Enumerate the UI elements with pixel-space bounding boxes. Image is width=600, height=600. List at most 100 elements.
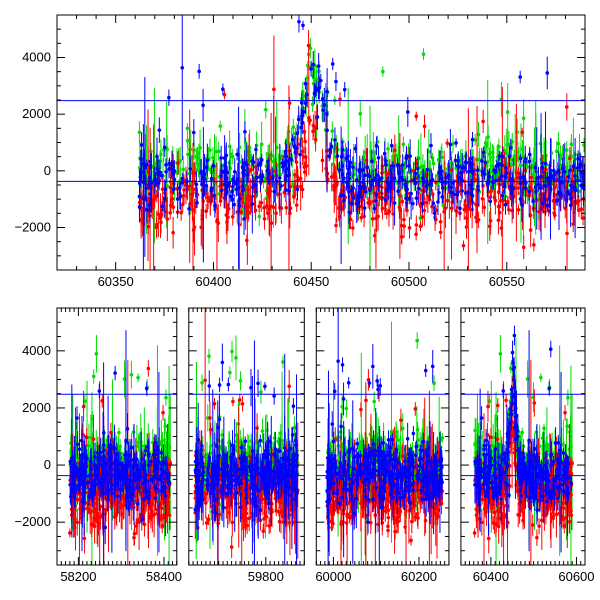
data-point (445, 141, 450, 145)
data-point (109, 483, 114, 487)
data-point (250, 202, 255, 206)
data-point (141, 517, 145, 521)
data-point (486, 178, 491, 183)
data-point (124, 438, 128, 443)
data-point (363, 173, 367, 178)
data-point (157, 128, 162, 132)
data-point (226, 206, 231, 211)
data-point (498, 199, 503, 203)
data-point (191, 227, 196, 232)
data-point (205, 195, 210, 200)
data-point (279, 184, 283, 188)
data-point (259, 200, 264, 205)
data-point (171, 171, 176, 175)
data-point (384, 162, 388, 167)
data-point (290, 137, 295, 142)
data-point (302, 109, 306, 114)
data-point (310, 102, 315, 107)
data-point (362, 206, 367, 210)
data-point (83, 399, 87, 403)
data-point (521, 174, 526, 179)
data-point (271, 205, 276, 210)
data-point (425, 167, 430, 172)
data-point (148, 505, 153, 509)
data-point (449, 168, 454, 172)
data-point (70, 459, 74, 463)
data-point (571, 201, 575, 205)
data-point (460, 189, 464, 193)
data-point (445, 198, 450, 203)
data-point (103, 525, 108, 530)
data-point (143, 165, 147, 170)
data-point (101, 469, 106, 474)
data-point (175, 197, 180, 201)
data-point (451, 181, 455, 185)
data-point (420, 176, 425, 180)
data-point (518, 181, 523, 186)
data-point (543, 161, 548, 166)
data-point (219, 156, 223, 160)
data-point (161, 484, 166, 489)
data-point (91, 374, 96, 379)
data-point (421, 52, 426, 56)
data-point (297, 19, 301, 24)
data-point (566, 174, 571, 179)
data-point (89, 467, 94, 471)
data-point (159, 500, 163, 505)
data-point (568, 168, 572, 173)
data-point (161, 461, 166, 465)
data-point (136, 375, 140, 380)
data-point (568, 203, 573, 208)
data-point (92, 463, 97, 467)
data-point (122, 470, 126, 474)
data-point (503, 175, 508, 179)
data-point (69, 494, 73, 499)
data-point (257, 214, 262, 219)
data-point (397, 170, 402, 174)
data-point (85, 501, 90, 505)
data-point (405, 187, 409, 192)
data-point (89, 460, 93, 465)
data-point (568, 156, 572, 161)
data-point (547, 196, 551, 201)
data-point (75, 471, 80, 476)
data-point (262, 205, 266, 210)
data-point (80, 481, 84, 486)
x-tick-label: 60500 (391, 274, 427, 289)
data-point (427, 149, 431, 154)
data-point (476, 132, 481, 137)
data-point (579, 207, 584, 211)
data-point (367, 174, 372, 179)
data-point (135, 520, 139, 525)
data-point (168, 211, 173, 215)
data-point (145, 445, 150, 449)
data-point (386, 147, 390, 151)
data-point (508, 177, 513, 182)
data-point (490, 155, 495, 160)
data-point (518, 197, 523, 201)
data-point (162, 196, 167, 201)
data-point (505, 143, 510, 147)
data-point (516, 186, 520, 190)
data-point (564, 105, 569, 109)
data-point (582, 175, 585, 179)
data-point (218, 199, 223, 203)
data-point (298, 152, 302, 157)
data-point (475, 168, 480, 173)
data-point (528, 228, 533, 232)
data-point (409, 191, 413, 196)
data-point (92, 484, 97, 488)
data-point (440, 155, 444, 160)
data-point (95, 519, 99, 524)
data-point (98, 450, 103, 455)
data-point (82, 536, 87, 541)
data-point (77, 447, 82, 451)
data-point (422, 208, 427, 213)
data-point (332, 188, 337, 192)
data-point (263, 107, 268, 112)
x-tick-label: 60400 (195, 274, 231, 289)
data-point (401, 142, 406, 147)
data-point (125, 485, 130, 490)
data-point (419, 204, 423, 209)
data-point (381, 69, 385, 74)
